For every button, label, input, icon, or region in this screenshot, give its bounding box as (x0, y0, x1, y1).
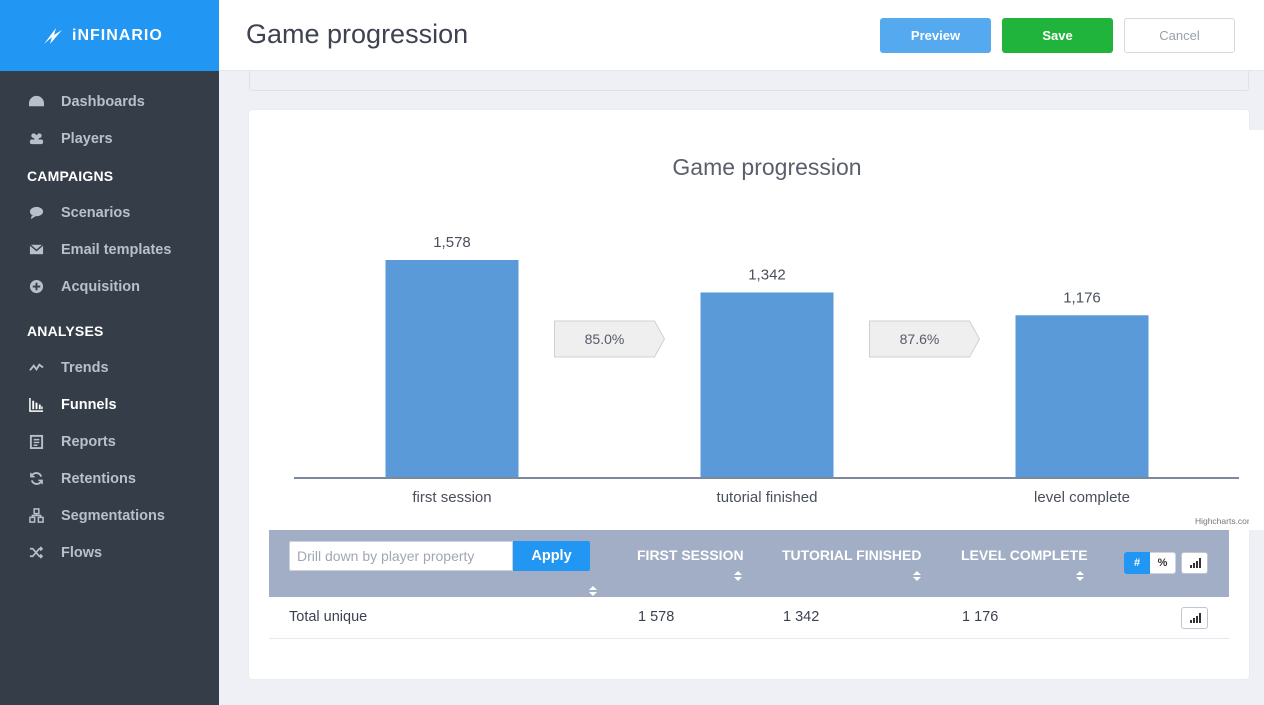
funnel-chart: Game progression 1,578 first session 1,342… (294, 154, 1249, 526)
sidebar-nav: Dashboards Players CAMPAIGNS Scenarios E… (0, 71, 219, 571)
column-header-level-complete[interactable]: LEVEL COMPLETE (961, 547, 1088, 563)
category-label: level complete (1034, 489, 1130, 506)
apply-button[interactable]: Apply (513, 541, 590, 571)
save-button[interactable]: Save (1002, 18, 1113, 53)
sidebar-item-dashboards[interactable]: Dashboards (0, 83, 219, 120)
sort-icon[interactable] (589, 586, 597, 597)
category-label: tutorial finished (717, 489, 818, 506)
row-chart-button[interactable] (1181, 607, 1208, 629)
bar-value-label: 1,578 (433, 234, 471, 251)
sidebar-item-funnels[interactable]: Funnels (0, 386, 219, 423)
chart-credit[interactable]: Highcharts.com (1195, 516, 1249, 526)
bar-first-session[interactable] (385, 260, 519, 477)
card-edge (1249, 130, 1264, 530)
cancel-button[interactable]: Cancel (1124, 18, 1235, 53)
sidebar-item-label: Segmentations (61, 507, 165, 524)
sidebar-item-label: Reports (61, 433, 116, 450)
envelope-icon (28, 242, 44, 258)
sidebar-item-trends[interactable]: Trends (0, 349, 219, 386)
conversion-arrow (869, 320, 981, 358)
page-header: Game progression Preview Save Cancel (219, 0, 1264, 71)
signal-bars-icon (1189, 613, 1201, 623)
funnel-table: Apply FIRST SESSION TUTORIAL FINISHED LE… (269, 530, 1229, 639)
sidebar-item-label: Funnels (61, 396, 117, 413)
shuffle-icon (28, 545, 44, 561)
sidebar-item-label: Scenarios (61, 204, 131, 221)
percent-toggle[interactable]: % (1150, 552, 1176, 574)
sort-icon[interactable] (1076, 571, 1084, 582)
sidebar-item-label: Dashboards (61, 93, 145, 110)
row-label: Total unique (289, 609, 368, 625)
bar-tutorial-finished[interactable] (700, 292, 834, 477)
conversion-rate-label: 85.0% (585, 331, 625, 347)
trend-line-icon (28, 360, 44, 376)
sidebar-item-label: Email templates (61, 241, 172, 258)
drill-down-input[interactable] (289, 541, 513, 571)
plus-circle-icon (28, 279, 44, 295)
bar-value-label: 1,176 (1063, 289, 1101, 306)
bar-chart-icon (28, 397, 44, 413)
cell-level-complete: 1 176 (962, 609, 999, 625)
sort-icon[interactable] (734, 571, 742, 582)
sidebar: iNFINARIO Dashboards Players CAMPAIGNS S… (0, 0, 219, 705)
column-header-tutorial-finished[interactable]: TUTORIAL FINISHED (782, 547, 922, 563)
sort-icon[interactable] (913, 571, 921, 582)
chart-title: Game progression (672, 154, 861, 180)
chat-bubble-icon (28, 205, 44, 221)
sidebar-item-label: Flows (61, 544, 103, 561)
bar-level-complete[interactable] (1015, 315, 1149, 477)
sidebar-item-email-templates[interactable]: Email templates (0, 231, 219, 268)
sidebar-item-retentions[interactable]: Retentions (0, 460, 219, 497)
refresh-icon (28, 471, 44, 487)
column-header-first-session[interactable]: FIRST SESSION (637, 547, 744, 563)
sidebar-item-acquisition[interactable]: Acquisition (0, 268, 219, 305)
brand-name: iNFINARIO (72, 26, 163, 44)
players-icon (28, 131, 44, 147)
sidebar-item-flows[interactable]: Flows (0, 534, 219, 571)
logo-icon (44, 27, 62, 44)
bar-value-label: 1,342 (748, 266, 786, 283)
sidebar-item-segmentations[interactable]: Segmentations (0, 497, 219, 534)
sidebar-item-label: Acquisition (61, 278, 140, 295)
segments-icon (28, 508, 44, 524)
sidebar-item-label: Players (61, 130, 113, 147)
count-percent-toggle: # % (1124, 552, 1176, 574)
conversion-rate-label: 87.6% (900, 331, 940, 347)
category-label: first session (412, 489, 491, 506)
sidebar-item-label: Trends (61, 359, 109, 376)
sidebar-item-label: Retentions (61, 470, 136, 487)
section-title-campaigns: CAMPAIGNS (27, 167, 114, 184)
clipboard-icon (28, 434, 44, 450)
count-toggle[interactable]: # (1124, 552, 1150, 574)
dashboard-icon (28, 94, 44, 110)
cell-tutorial-finished: 1 342 (783, 609, 820, 625)
logo[interactable]: iNFINARIO (0, 0, 219, 71)
chart-toggle-button[interactable] (1181, 552, 1208, 574)
sidebar-item-scenarios[interactable]: Scenarios (0, 194, 219, 231)
sidebar-item-players[interactable]: Players (0, 120, 219, 157)
cell-first-session: 1 578 (638, 609, 675, 625)
preview-button[interactable]: Preview (880, 18, 991, 53)
conversion-arrow (554, 320, 666, 358)
table-header: Apply FIRST SESSION TUTORIAL FINISHED LE… (269, 530, 1229, 597)
page-title: Game progression (246, 19, 469, 49)
signal-bars-icon (1189, 558, 1201, 568)
sidebar-item-reports[interactable]: Reports (0, 423, 219, 460)
table-row: Total unique 1 578 1 342 1 176 (269, 597, 1229, 639)
section-title-analyses: ANALYSES (27, 322, 104, 339)
collapsed-panel (249, 71, 1249, 91)
